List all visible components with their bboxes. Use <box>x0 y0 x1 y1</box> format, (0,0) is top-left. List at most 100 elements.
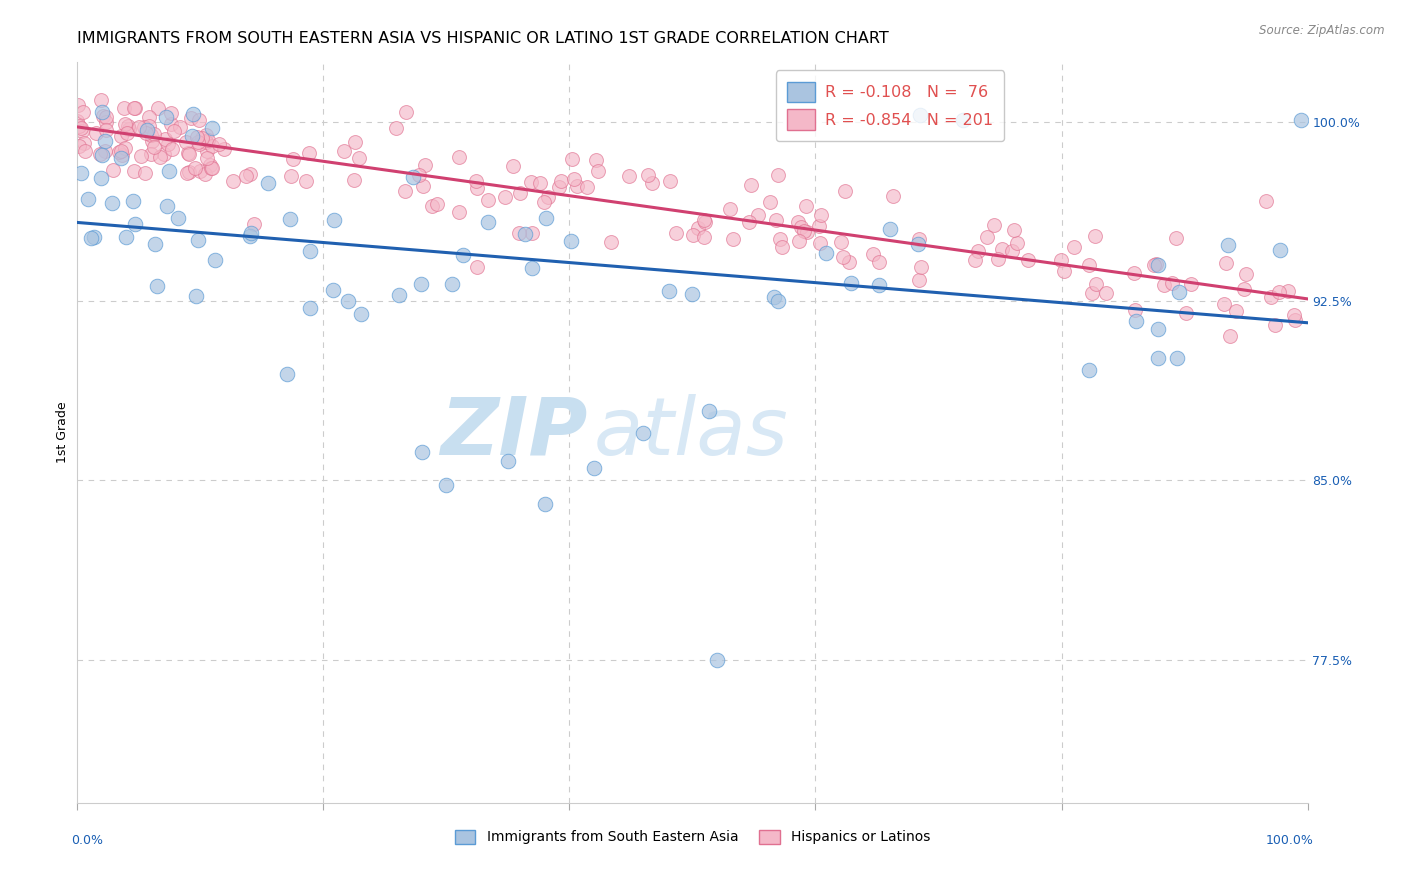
Point <box>534 211 557 226</box>
Point <box>101 195 124 210</box>
Point <box>333 144 356 158</box>
Point <box>1144 257 1167 271</box>
Point <box>834 184 856 198</box>
Point <box>134 166 156 180</box>
Point <box>766 293 789 308</box>
Point <box>94 134 117 148</box>
Point <box>187 233 209 247</box>
Point <box>283 152 305 166</box>
Point <box>1085 277 1108 291</box>
Point <box>768 232 790 246</box>
Point <box>1143 258 1166 272</box>
Point <box>770 240 793 254</box>
Point <box>908 273 931 287</box>
Point <box>91 148 114 162</box>
Point <box>180 112 202 126</box>
Point <box>149 150 172 164</box>
Point <box>138 119 160 133</box>
Point <box>983 218 1005 232</box>
Point <box>1078 258 1101 272</box>
Point <box>1234 268 1257 282</box>
Point <box>73 136 96 150</box>
Point <box>910 260 932 274</box>
Point <box>759 195 782 210</box>
Point <box>138 110 160 124</box>
Point <box>408 168 430 182</box>
Point <box>385 120 408 135</box>
Point <box>768 169 790 183</box>
Point <box>110 151 132 165</box>
Point <box>1291 112 1313 127</box>
Point <box>477 215 499 229</box>
Point <box>195 135 218 149</box>
Point <box>204 252 226 267</box>
Point <box>1053 263 1076 277</box>
Point <box>122 101 145 115</box>
Point <box>796 225 818 239</box>
Point <box>547 179 569 194</box>
Point <box>451 248 474 262</box>
Point <box>188 164 211 178</box>
Point <box>117 119 139 133</box>
Point <box>794 199 817 213</box>
Point <box>907 237 929 252</box>
Point <box>201 120 224 135</box>
Point <box>198 157 221 171</box>
Point <box>155 110 177 124</box>
Point <box>136 123 159 137</box>
Point <box>633 425 655 440</box>
Point <box>640 176 662 190</box>
Point <box>737 215 759 229</box>
Point <box>508 226 530 240</box>
Point <box>1164 231 1187 245</box>
Point <box>176 135 198 149</box>
Point <box>179 165 201 179</box>
Point <box>128 120 150 134</box>
Point <box>197 132 219 146</box>
Point <box>94 144 117 158</box>
Point <box>70 124 93 138</box>
Point <box>808 219 831 233</box>
Point <box>114 141 136 155</box>
Point <box>465 260 488 275</box>
Point <box>162 123 184 137</box>
Text: 0.0%: 0.0% <box>72 833 103 847</box>
Point <box>111 148 134 162</box>
Point <box>239 167 262 181</box>
Point <box>1260 290 1282 304</box>
Point <box>299 244 322 259</box>
Point <box>295 173 318 187</box>
Point <box>907 231 929 245</box>
Point <box>181 129 204 144</box>
Point <box>409 277 432 292</box>
Point <box>207 136 229 151</box>
Point <box>337 294 360 309</box>
Point <box>110 129 132 144</box>
Point <box>177 145 200 160</box>
Point <box>1007 236 1029 251</box>
Point <box>1153 278 1175 293</box>
Point <box>868 255 890 269</box>
Point <box>90 104 112 119</box>
Point <box>520 226 543 240</box>
Point <box>135 126 157 140</box>
Point <box>1175 306 1198 320</box>
Point <box>1180 277 1202 292</box>
Point <box>1215 256 1237 270</box>
Point <box>447 205 470 219</box>
Point <box>1063 240 1085 254</box>
Point <box>426 197 449 211</box>
Point <box>411 444 433 458</box>
Point <box>69 166 91 180</box>
Point <box>280 169 302 183</box>
Point <box>184 161 207 175</box>
Point <box>693 229 716 244</box>
Point <box>67 119 90 133</box>
Point <box>706 652 728 666</box>
Point <box>509 186 531 200</box>
Point <box>513 227 536 241</box>
Point <box>112 101 135 115</box>
Point <box>347 151 370 165</box>
Point <box>1277 284 1299 298</box>
Text: ZIP: ZIP <box>440 393 588 472</box>
